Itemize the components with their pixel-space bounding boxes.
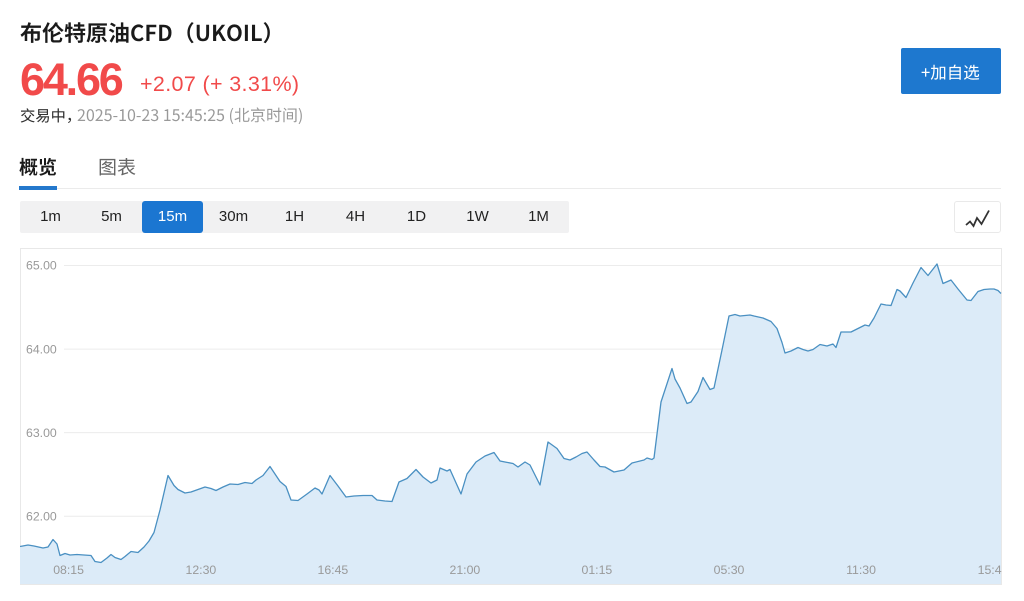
svg-text:64.00: 64.00 xyxy=(26,342,57,356)
svg-text:16:45: 16:45 xyxy=(318,563,349,577)
svg-text:65.00: 65.00 xyxy=(26,259,57,273)
svg-text:01:15: 01:15 xyxy=(582,563,613,577)
svg-text:08:15: 08:15 xyxy=(53,563,84,577)
svg-text:62.00: 62.00 xyxy=(26,509,57,523)
svg-text:05:30: 05:30 xyxy=(714,563,745,577)
svg-text:15:45: 15:45 xyxy=(978,563,1002,577)
svg-text:12:30: 12:30 xyxy=(186,563,217,577)
svg-text:11:30: 11:30 xyxy=(846,563,876,577)
svg-text:21:00: 21:00 xyxy=(450,563,481,577)
svg-text:63.00: 63.00 xyxy=(26,426,57,440)
